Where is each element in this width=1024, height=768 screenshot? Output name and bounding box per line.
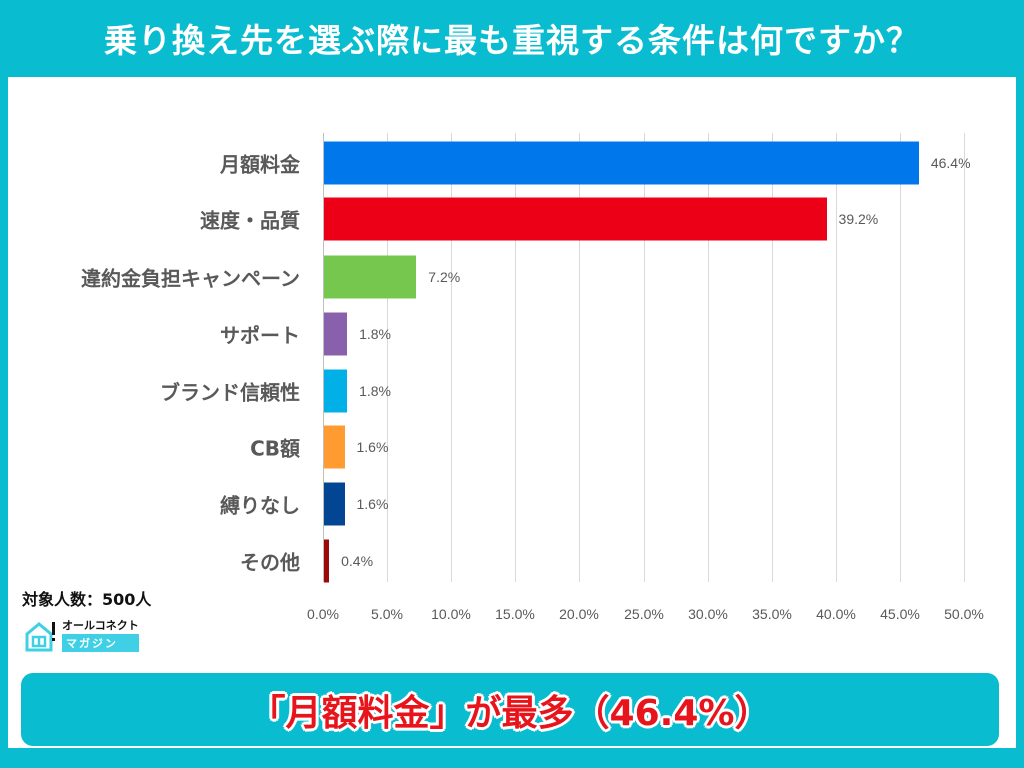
gridline bbox=[579, 133, 580, 582]
x-tick-label: 30.0% bbox=[688, 606, 728, 622]
gridline bbox=[964, 133, 965, 582]
house-logo-icon bbox=[25, 622, 55, 652]
gridline bbox=[451, 133, 452, 582]
category-label: その他 bbox=[240, 550, 300, 575]
bar bbox=[324, 369, 348, 413]
bar bbox=[324, 197, 827, 241]
bar bbox=[324, 482, 345, 526]
gridline bbox=[772, 133, 773, 582]
logo-brand-bottom: マガジン bbox=[62, 634, 139, 652]
gridline bbox=[515, 133, 516, 582]
logo: オールコネクト マガジン bbox=[24, 620, 139, 652]
summary-banner: 「月額料金」が最多（46.4%） bbox=[21, 673, 999, 746]
gridline bbox=[387, 133, 388, 582]
gridline bbox=[900, 133, 901, 582]
category-label: サポート bbox=[220, 323, 300, 348]
x-tick-label: 40.0% bbox=[816, 606, 856, 622]
y-axis-line bbox=[323, 133, 324, 582]
category-label: ブランド信頼性 bbox=[160, 380, 300, 405]
value-label: 39.2% bbox=[838, 211, 879, 227]
value-label: 46.4% bbox=[930, 155, 971, 171]
gridline bbox=[708, 133, 709, 582]
bar bbox=[324, 141, 919, 185]
x-tick-label: 10.0% bbox=[431, 606, 471, 622]
x-tick-label: 35.0% bbox=[752, 606, 792, 622]
x-tick-label: 25.0% bbox=[624, 606, 664, 622]
x-tick-label: 5.0% bbox=[371, 606, 403, 622]
x-tick-label: 15.0% bbox=[495, 606, 535, 622]
category-label: 速度・品質 bbox=[200, 208, 300, 233]
value-label: 7.2% bbox=[428, 269, 461, 285]
gridline bbox=[644, 133, 645, 582]
sample-size-label: 対象人数：500人 bbox=[22, 590, 152, 609]
bar bbox=[324, 312, 348, 356]
category-label: CB額 bbox=[250, 436, 300, 461]
value-label: 1.8% bbox=[359, 383, 391, 399]
summary-text: 「月額料金」が最多（46.4%） bbox=[249, 692, 771, 734]
bar bbox=[324, 425, 345, 469]
category-label: 縛りなし bbox=[220, 493, 300, 518]
gridline bbox=[836, 133, 837, 582]
value-label: 1.6% bbox=[356, 439, 389, 455]
x-tick-label: 20.0% bbox=[559, 606, 599, 622]
bar bbox=[324, 255, 417, 299]
category-label: 違約金負担キャンペーン bbox=[81, 266, 300, 291]
value-label: 1.6% bbox=[356, 496, 389, 512]
x-tick-label: 0.0% bbox=[307, 606, 339, 622]
chart-panel bbox=[8, 77, 1016, 748]
bar bbox=[324, 539, 330, 583]
value-label: 1.8% bbox=[359, 326, 391, 342]
value-label: 0.4% bbox=[341, 553, 374, 569]
logo-brand-top: オールコネクト bbox=[62, 619, 139, 632]
category-label: 月額料金 bbox=[220, 152, 300, 177]
chart-title: 乗り換え先を選ぶ際に最も重視する条件は何ですか？ bbox=[104, 21, 920, 60]
x-tick-label: 45.0% bbox=[880, 606, 920, 622]
x-tick-label: 50.0% bbox=[944, 606, 984, 622]
